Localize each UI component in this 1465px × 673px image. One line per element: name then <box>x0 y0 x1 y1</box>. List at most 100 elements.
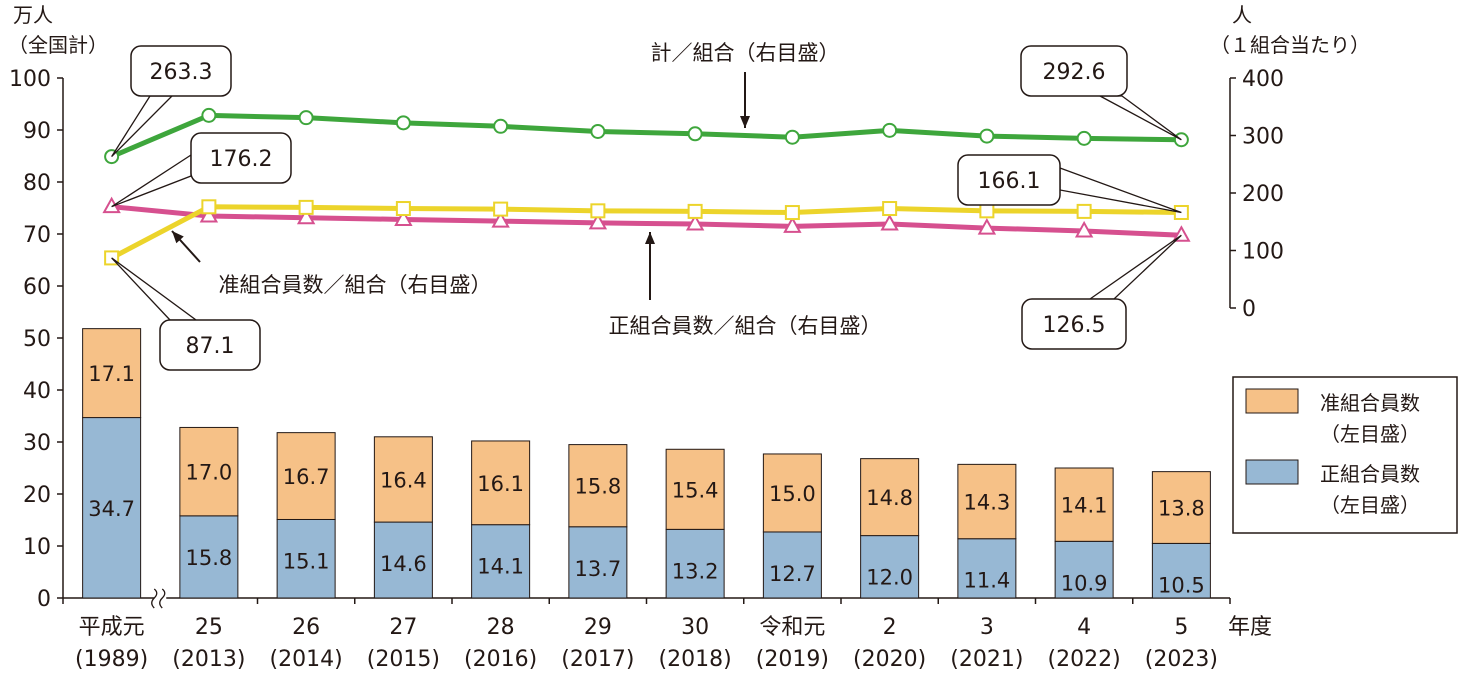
category-year-label: (2013) <box>172 647 245 672</box>
bar-value-associate: 16.4 <box>380 468 427 492</box>
right-tick-label: 200 <box>1242 182 1284 207</box>
bar-associate <box>762 453 822 533</box>
line-point-circle <box>298 110 314 126</box>
left-tick-label: 0 <box>37 587 51 612</box>
bar-regular <box>276 518 336 599</box>
line-point-square <box>882 201 898 217</box>
category-label: 25 <box>195 615 223 640</box>
arrow-associate-head <box>172 231 184 244</box>
bar-associate <box>82 328 142 419</box>
line-label-associate: 准組合員数／組合（右目盛） <box>219 273 492 297</box>
category-label: 2 <box>883 615 897 640</box>
bar-value-associate: 15.0 <box>769 482 816 506</box>
line-point-circle <box>201 107 217 123</box>
bar-value-associate: 14.1 <box>1061 494 1108 518</box>
annotations: 263.3 292.6 176.2 166.1 87.1 126.5 <box>111 45 1182 371</box>
line-series-square <box>110 204 1182 261</box>
left-tick-label: 20 <box>23 483 51 508</box>
line-point-square <box>590 203 606 219</box>
bar-regular <box>373 521 433 599</box>
bar-value-associate: 17.0 <box>185 461 232 485</box>
line-point-triangle <box>588 212 608 230</box>
category-label: 5 <box>1174 615 1188 640</box>
legend-swatch-regular <box>1245 459 1299 485</box>
callout-pointer <box>111 153 192 208</box>
left-tick-label: 100 <box>9 67 51 92</box>
bar-associate <box>1151 471 1211 544</box>
line-point-circle <box>687 126 703 142</box>
category-year-label: (2018) <box>659 647 732 672</box>
category-label: 30 <box>681 615 709 640</box>
line-point-circle <box>493 118 509 134</box>
line-point-circle <box>979 128 995 144</box>
line-point-square <box>201 199 217 215</box>
line-point-square <box>784 205 800 221</box>
callout-box <box>159 319 261 371</box>
callout-value: 292.6 <box>1043 60 1106 85</box>
callout-pointer <box>1087 234 1182 300</box>
legend-sub-regular: （左目盛） <box>1320 493 1420 517</box>
bar-value-regular: 12.7 <box>769 562 816 586</box>
bar-value-associate: 17.1 <box>88 362 135 386</box>
bar-associate <box>373 436 433 523</box>
right-tick-label: 0 <box>1242 297 1256 322</box>
bar-value-regular: 11.4 <box>963 569 1010 593</box>
category-year-label: (2021) <box>950 647 1023 672</box>
callout-box <box>1021 298 1127 350</box>
bar-regular <box>82 417 142 599</box>
line-point-triangle <box>296 207 316 225</box>
bar-value-regular: 10.9 <box>1061 571 1108 595</box>
bar-value-regular: 10.5 <box>1158 573 1205 597</box>
axes: 0 10 20 30 40 50 60 70 80 90 100 0 100 200 300 400 平成元 (1… <box>9 67 1284 672</box>
axis-break-gap <box>154 590 167 608</box>
bar-value-associate: 15.8 <box>574 475 621 499</box>
line-point-circle <box>395 115 411 131</box>
category-year-label: (2014) <box>270 647 343 672</box>
bar-value-associate: 15.4 <box>672 478 719 502</box>
left-axis-scope: （全国計） <box>8 33 108 57</box>
line-point-triangle <box>880 213 899 231</box>
bar-value-regular: 12.0 <box>866 566 913 590</box>
bar-regular <box>568 526 628 599</box>
line-label-total: 計／組合（右目盛） <box>651 41 840 65</box>
line-point-square <box>687 203 703 219</box>
bar-value-regular: 15.1 <box>283 549 330 573</box>
right-axis-unit: 人 <box>1232 3 1252 27</box>
legend-label-regular: 正組合員数 <box>1320 462 1420 486</box>
right-tick-label: 100 <box>1242 240 1284 265</box>
line-point-circle <box>590 123 606 139</box>
category-label: 27 <box>389 615 417 640</box>
x-axis-unit: 年度 <box>1228 615 1272 640</box>
bars: 34.7 17.1 15.8 17.0 15.1 16.7 14.6 16.4 14.1 16.1… <box>82 328 1211 599</box>
bar-regular <box>471 524 531 599</box>
callout-pointer <box>1099 95 1182 141</box>
line-point-triangle <box>783 216 802 233</box>
line-series-triangle <box>111 204 1182 238</box>
line-point-triangle <box>199 205 219 223</box>
category-year-label: (1989) <box>75 647 148 672</box>
arrow-total-head <box>740 116 750 128</box>
legend: 准組合員数 （左目盛） 正組合員数 （左目盛） <box>1232 376 1458 534</box>
line-point-circle <box>882 122 898 138</box>
category-year-label: (2017) <box>561 647 634 672</box>
category-label: 26 <box>292 615 320 640</box>
line-point-triangle <box>977 218 997 235</box>
callout-box <box>957 154 1061 206</box>
bar-regular <box>665 528 725 599</box>
line-point-circle <box>784 129 800 145</box>
bar-value-associate: 16.7 <box>283 465 330 489</box>
bar-value-regular: 14.1 <box>477 555 524 579</box>
bar-regular <box>179 515 239 599</box>
bar-regular <box>1054 540 1114 599</box>
category-label: 29 <box>584 615 612 640</box>
axis-break-mark <box>151 588 158 609</box>
category-year-label: (2015) <box>367 647 440 672</box>
left-tick-label: 30 <box>23 431 51 456</box>
bar-value-regular: 15.8 <box>185 546 232 570</box>
left-tick-label: 90 <box>23 119 51 144</box>
category-year-label: (2016) <box>464 647 537 672</box>
category-label: 4 <box>1077 615 1091 640</box>
legend-swatch-associate <box>1245 388 1299 414</box>
callout-pointer <box>111 95 174 158</box>
